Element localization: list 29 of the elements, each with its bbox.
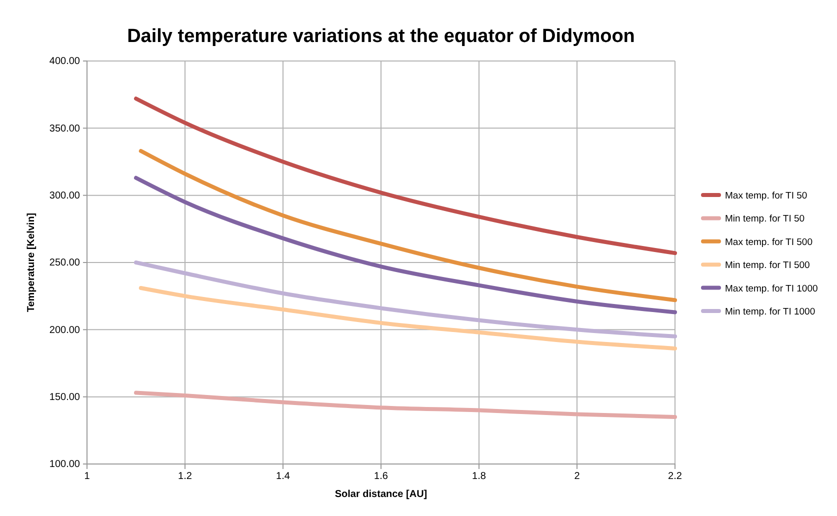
chart-title: Daily temperature variations at the equator of Didymoon: [127, 26, 635, 47]
line-series: [138, 286, 677, 350]
y-tick-label: 250.00: [49, 258, 80, 269]
y-tick-label: 350.00: [49, 123, 80, 134]
line-series: [134, 176, 677, 314]
line-series: [134, 390, 677, 419]
legend-label: Min temp. for TI 1000: [725, 306, 816, 318]
legend-label: Min temp. for TI 50: [725, 214, 805, 225]
x-tick-label: 1.4: [276, 471, 290, 482]
y-tick-label: 300.00: [49, 190, 80, 202]
y-axis-title: Temperature [Kelvin]: [26, 212, 37, 312]
x-tick-label: 2.2: [668, 471, 682, 482]
y-tick-label: 150.00: [49, 392, 80, 404]
line-series: [134, 260, 677, 338]
x-tick-label: 2: [574, 471, 580, 482]
legend-label: Max temp. for TI 500: [725, 236, 812, 248]
y-tick-label: 400.00: [49, 56, 80, 68]
x-tick-label: 1.6: [374, 471, 388, 482]
line-series: [138, 149, 677, 302]
x-tick-label: 1.8: [472, 471, 486, 482]
line-series: [134, 96, 677, 256]
legend-label: Max temp. for TI 1000: [725, 283, 818, 294]
x-axis-title: Solar distance [AU]: [334, 489, 428, 500]
x-tick-label: 1: [84, 471, 90, 482]
x-tick-label: 1.2: [178, 471, 192, 482]
y-tick-label: 100.00: [49, 459, 80, 470]
legend-label: Max temp. for TI 50: [725, 190, 808, 202]
legend-label: Min temp. for TI 500: [725, 260, 810, 272]
y-tick-label: 200.00: [49, 324, 80, 336]
